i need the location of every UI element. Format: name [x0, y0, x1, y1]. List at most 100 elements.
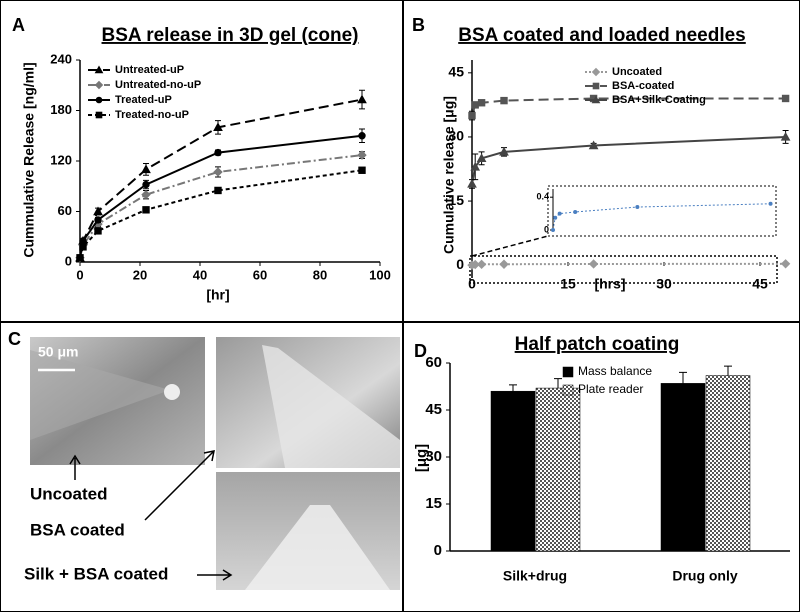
- marker: [471, 101, 479, 109]
- y-axis-label: [μg]: [413, 444, 430, 472]
- marker: [214, 186, 222, 195]
- marker: [470, 161, 481, 171]
- error-bar: [679, 371, 687, 384]
- bar: [490, 390, 536, 552]
- panel-letter: B: [412, 15, 425, 35]
- zoom-line: [471, 235, 549, 257]
- y-tick-label: 0: [65, 253, 72, 268]
- marker: [468, 111, 476, 120]
- legend-label: Treated-uP: [115, 94, 172, 106]
- x-tick-label: 100: [369, 267, 391, 282]
- marker: [95, 111, 103, 119]
- marker: [591, 95, 601, 104]
- legend-label: Plate reader: [578, 382, 643, 396]
- marker: [141, 189, 151, 200]
- x-axis-label: [hrs]: [594, 276, 625, 292]
- arrow: [197, 569, 233, 581]
- marker: [467, 178, 477, 188]
- y-tick-label: 120: [50, 152, 72, 167]
- inset-marker: [635, 205, 640, 210]
- marker: [94, 227, 102, 235]
- x-tick-label: Silk+drug: [503, 568, 567, 584]
- legend-label: Mass balance: [578, 364, 652, 378]
- legend-label: Uncoated: [612, 66, 662, 78]
- marker: [476, 153, 487, 163]
- y-tick-label: 240: [50, 51, 72, 66]
- legend-label: BSA-coated: [612, 80, 674, 92]
- y-tick-label: 60: [58, 203, 72, 218]
- x-tick-label: 20: [133, 267, 147, 282]
- panel-letter: D: [414, 341, 427, 361]
- marker: [357, 94, 367, 104]
- legend-label: BSA+Silk-Coating: [612, 94, 706, 106]
- y-tick-label: 60: [425, 354, 442, 371]
- legend-swatch: [562, 366, 574, 378]
- y-axis-label: Cummulative Release [ng/ml]: [21, 62, 37, 257]
- y-tick-label: 0: [456, 256, 464, 272]
- marker: [499, 146, 509, 156]
- marker: [588, 140, 599, 150]
- marker: [213, 167, 223, 177]
- series-line: [79, 169, 363, 259]
- chart-title: Half patch coating: [515, 334, 680, 355]
- series-line: [79, 154, 363, 259]
- marker: [95, 96, 103, 104]
- x-tick-label: Drug only: [672, 568, 738, 584]
- bar: [660, 383, 706, 552]
- error-bar: [509, 384, 517, 392]
- legend-label: Untreated-no-uP: [115, 79, 201, 91]
- chart-title: BSA release in 3D gel (cone): [102, 25, 359, 46]
- chart-title: BSA coated and loaded needles: [458, 25, 746, 46]
- legend-label: Treated-no-uP: [115, 109, 189, 121]
- arrow: [69, 454, 81, 480]
- series-line: [79, 98, 363, 258]
- needle: [30, 350, 170, 440]
- micrograph-label: Silk + BSA coated: [24, 564, 168, 583]
- x-axis-label: [hr]: [206, 287, 229, 303]
- legend-swatch: [562, 384, 574, 396]
- inset-marker: [573, 209, 578, 214]
- series-line: [471, 135, 786, 185]
- bar: [535, 387, 581, 552]
- micrograph-label: BSA coated: [30, 520, 125, 539]
- y-tick-label: 30: [425, 448, 442, 465]
- inset-tick-label: 0: [544, 224, 549, 234]
- marker: [79, 243, 87, 251]
- scale-bar-label: 50 μm: [38, 344, 78, 360]
- y-tick-label: 30: [448, 128, 464, 144]
- inset-marker: [551, 228, 555, 232]
- error-bar: [724, 365, 732, 376]
- marker: [499, 259, 509, 269]
- bar: [705, 375, 751, 552]
- x-tick-label: 40: [193, 267, 207, 282]
- x-tick-label: 0: [468, 276, 476, 292]
- x-tick-label: 15: [560, 276, 576, 292]
- marker: [588, 259, 599, 269]
- y-tick-label: 15: [448, 192, 464, 208]
- marker: [470, 259, 480, 270]
- marker: [142, 180, 150, 189]
- panel-letter: C: [8, 329, 21, 349]
- y-tick-label: 45: [425, 401, 442, 418]
- micrograph-label: Uncoated: [30, 484, 107, 503]
- arrow: [144, 450, 215, 521]
- y-tick-label: 0: [434, 542, 442, 559]
- y-tick-label: 180: [50, 102, 72, 117]
- marker: [477, 99, 486, 107]
- x-tick-label: 80: [313, 267, 327, 282]
- marker: [781, 94, 790, 103]
- marker: [592, 82, 600, 90]
- marker: [358, 166, 366, 174]
- zoom-box: [469, 255, 778, 284]
- marker: [213, 122, 223, 132]
- marker: [142, 206, 150, 214]
- y-tick-label: 45: [448, 64, 464, 80]
- marker: [358, 132, 366, 140]
- marker: [591, 67, 601, 77]
- marker: [357, 150, 367, 160]
- x-tick-label: 60: [253, 267, 267, 282]
- series-line: [471, 262, 786, 267]
- marker: [780, 259, 791, 269]
- marker: [141, 164, 151, 174]
